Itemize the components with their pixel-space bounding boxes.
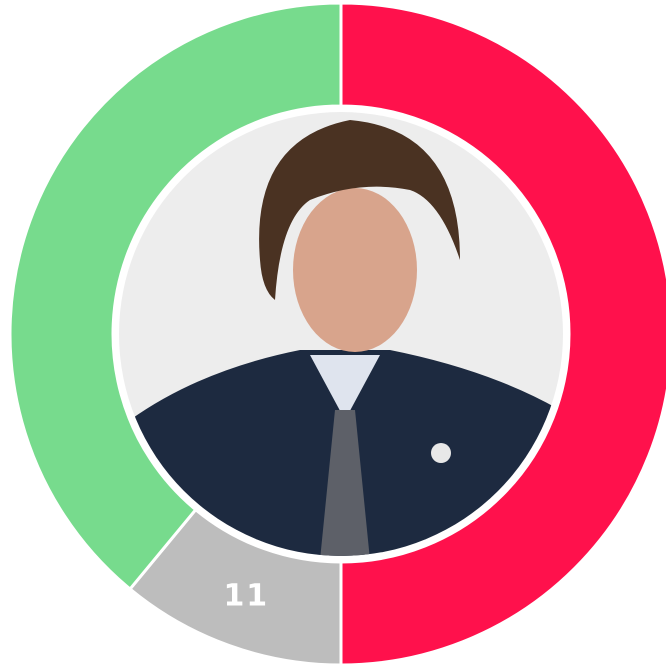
chart: 11 [0,0,666,667]
page: {"chart_data": {"type": "donut", "values… [0,0,666,667]
value-label: 11 [223,578,269,613]
